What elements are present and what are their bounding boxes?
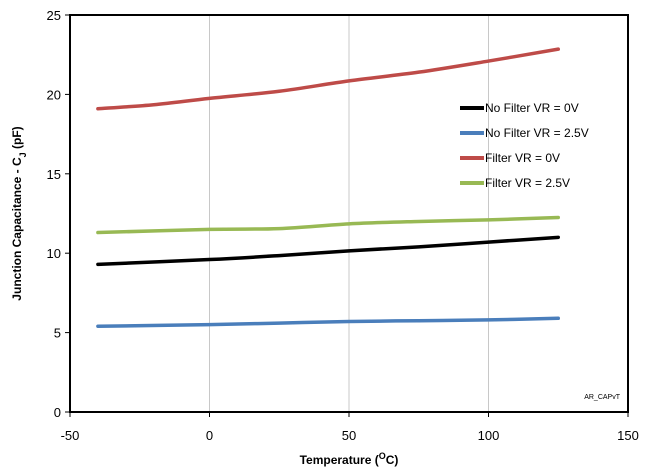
y-tick-label: 15 — [47, 167, 61, 182]
legend-label: Filter VR = 0V — [485, 151, 560, 165]
x-axis-title: Temperature (OC) — [300, 451, 399, 467]
x-tick-label: 0 — [206, 428, 213, 443]
series-line-3 — [96, 47, 560, 111]
x-tick-label: 50 — [342, 428, 356, 443]
y-tick-label: 0 — [54, 405, 61, 420]
x-axis-title-main: Temperature ( — [300, 453, 379, 467]
y-axis-title-end: (pF) — [10, 126, 24, 152]
series-lines — [96, 47, 560, 328]
x-axis-title-superscript: O — [379, 451, 386, 461]
y-tick-label: 5 — [54, 326, 61, 341]
y-axis-title: Junction Capacitance - CJ (pF) — [10, 126, 28, 300]
x-axis-title-end: C) — [386, 453, 399, 467]
chart-annotation: AR_CAPvT — [584, 394, 621, 401]
x-tick-label: 100 — [478, 428, 500, 443]
series-line-4 — [96, 215, 560, 235]
y-tick-label: 10 — [47, 246, 61, 261]
y-axis-title-main: Junction Capacitance - C — [10, 157, 24, 301]
y-tick-label: 20 — [47, 87, 61, 102]
legend-label: No Filter VR = 2.5V — [485, 126, 589, 140]
series-line-1 — [96, 235, 560, 267]
legend: No Filter VR = 0V No Filter VR = 2.5V Filt… — [460, 101, 589, 190]
legend-label: Filter VR = 2.5V — [485, 176, 570, 190]
x-tick-label: 150 — [617, 428, 639, 443]
series-line-2 — [96, 316, 560, 328]
y-axis-title-subscript: J — [18, 152, 28, 157]
y-tick-label: 25 — [47, 8, 61, 23]
x-tick-label: -50 — [61, 428, 80, 443]
legend-label: No Filter VR = 0V — [485, 101, 579, 115]
